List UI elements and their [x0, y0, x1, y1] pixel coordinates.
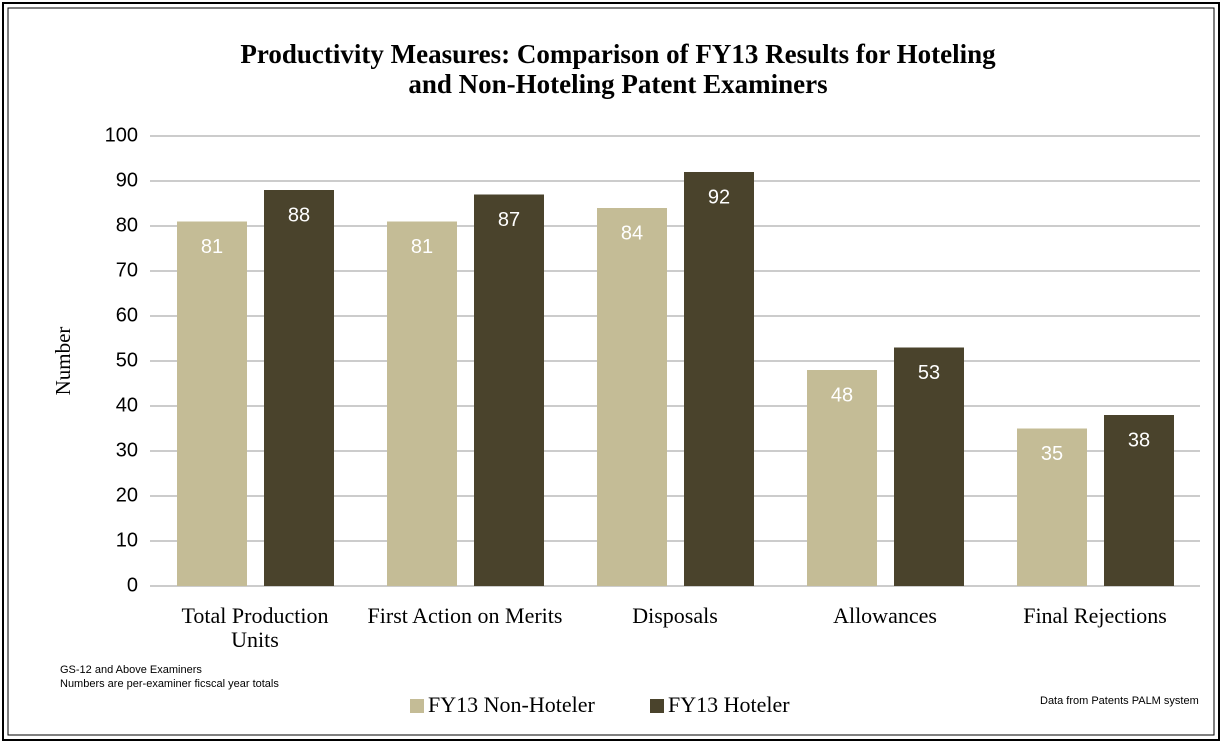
data-label: 92	[708, 186, 730, 208]
legend-label: FY13 Hoteler	[668, 692, 790, 717]
data-label: 35	[1041, 443, 1063, 465]
source-note: Data from Patents PALM system	[1040, 695, 1199, 707]
bar	[894, 347, 964, 586]
data-label: 81	[411, 236, 433, 258]
y-tick-label: 0	[127, 574, 138, 596]
x-tick-label: Total Production Units	[181, 603, 329, 652]
y-tick-label: 90	[116, 169, 138, 191]
note: Numbers are per-examiner ficscal year to…	[60, 678, 279, 690]
y-tick-label: 50	[116, 349, 138, 371]
y-tick-label: 20	[116, 484, 138, 506]
x-tick-label: Allowances	[833, 603, 937, 628]
y-tick-label: 60	[116, 304, 138, 326]
bar	[264, 190, 334, 586]
y-tick-label: 30	[116, 439, 138, 461]
bar	[1017, 428, 1087, 586]
y-tick-label: 100	[105, 124, 138, 146]
bar	[1104, 415, 1174, 586]
data-label: 53	[918, 362, 940, 384]
legend-label: FY13 Non-Hoteler	[428, 692, 595, 717]
data-label: 81	[201, 236, 223, 258]
data-label: 88	[288, 204, 310, 226]
bar	[807, 370, 877, 586]
bar	[177, 221, 247, 586]
y-tick-label: 10	[116, 529, 138, 551]
data-label: 87	[498, 209, 520, 231]
y-tick-label: 40	[116, 394, 138, 416]
y-tick-label: 70	[116, 259, 138, 281]
chart-title: Productivity Measures: Comparison of FY1…	[240, 39, 996, 99]
frame-inner	[7, 7, 1215, 736]
bar	[597, 208, 667, 586]
data-label: 48	[831, 384, 853, 406]
bar	[684, 172, 754, 586]
bar	[474, 194, 544, 586]
legend-swatch	[650, 699, 664, 713]
x-tick-label: Disposals	[632, 603, 718, 628]
legend-swatch	[410, 699, 424, 713]
data-label: 38	[1128, 429, 1150, 451]
x-tick-label: First Action on Merits	[367, 603, 563, 628]
data-label: 84	[621, 222, 643, 244]
x-tick-label: Final Rejections	[1023, 603, 1167, 628]
y-axis-label: Number	[51, 327, 75, 396]
bar	[387, 221, 457, 586]
note: GS-12 and Above Examiners	[60, 664, 202, 676]
y-tick-label: 80	[116, 214, 138, 236]
